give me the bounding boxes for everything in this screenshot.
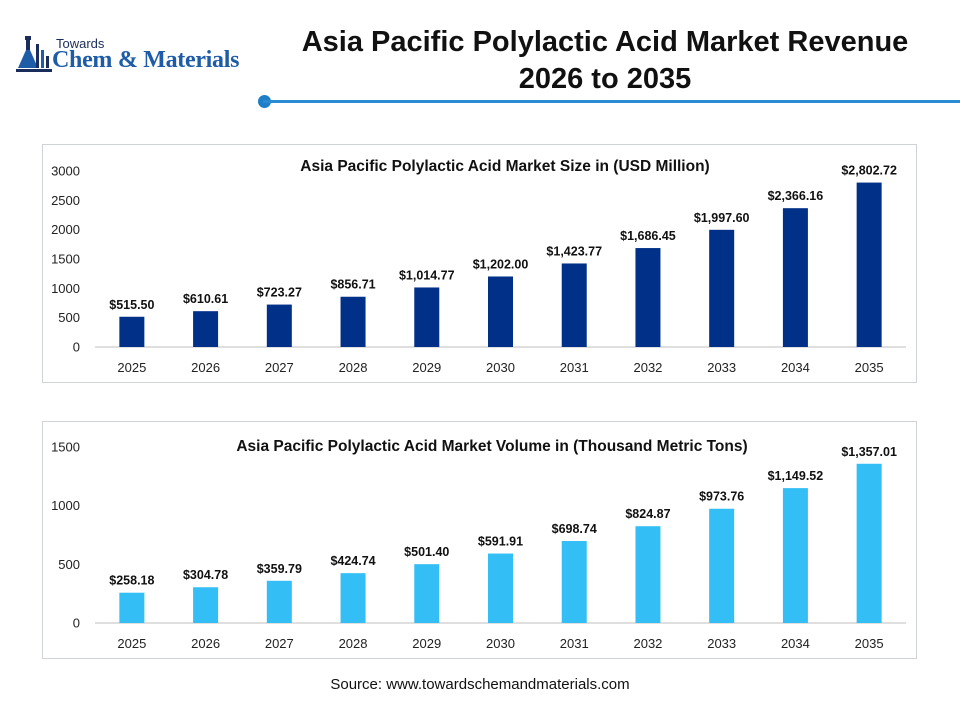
flask-icon [16,36,52,72]
market-size-chart-svg: Asia Pacific Polylactic Acid Market Size… [51,158,906,375]
bar-2026 [193,311,219,347]
x-tick-label-2029: 2029 [412,360,441,375]
source-note: Source: www.towardschemandmaterials.com [330,676,630,693]
data-label-2034: $1,149.52 [768,469,824,483]
y-tick-label: 2000 [51,222,80,237]
bar-2032 [635,526,661,623]
data-label-2030: $1,202.00 [473,257,529,271]
market-volume-chart-svg: Asia Pacific Polylactic Acid Market Volu… [51,438,906,651]
page-title-line-1: Asia Pacific Polylactic Acid Market Reve… [301,26,909,58]
x-tick-label-2031: 2031 [560,636,589,651]
x-tick-label-2030: 2030 [486,360,515,375]
bar-2028 [340,573,366,623]
y-tick-label: 1500 [51,440,80,455]
bar-2034 [782,208,808,347]
data-label-2027: $359.79 [257,562,302,576]
y-tick-label: 0 [73,340,80,355]
data-label-2028: $856.71 [330,278,375,292]
data-label-2033: $1,997.60 [694,211,750,225]
x-tick-label-2035: 2035 [855,636,884,651]
chart-title: Asia Pacific Polylactic Acid Market Volu… [236,438,747,455]
x-tick-label-2026: 2026 [191,636,220,651]
data-label-2027: $723.27 [257,286,302,300]
x-tick-label-2025: 2025 [117,636,146,651]
y-tick-label: 1000 [51,281,80,296]
bar-2032 [635,248,661,347]
chart-title: Asia Pacific Polylactic Acid Market Size… [300,158,709,175]
data-label-2025: $258.18 [109,574,154,588]
data-label-2029: $1,014.77 [399,268,455,282]
logo-towards-text: Towards [56,36,105,51]
x-tick-label-2032: 2032 [633,636,662,651]
bar-2033 [709,508,735,623]
data-label-2030: $591.91 [478,535,523,549]
data-label-2034: $2,366.16 [768,189,824,203]
market-volume-chart: Asia Pacific Polylactic Acid Market Volu… [42,421,917,659]
data-label-2033: $973.76 [699,490,744,504]
data-label-2031: $1,423.77 [546,244,602,258]
data-label-2035: $1,357.01 [841,445,897,459]
bar-2028 [340,296,366,347]
y-tick-label: 3000 [51,164,80,179]
page-title: Asia Pacific Polylactic Acid Market Reve… [270,24,940,98]
bar-2031 [561,541,587,623]
x-tick-label-2032: 2032 [633,360,662,375]
bar-2030 [488,553,513,623]
y-tick-label: 1000 [51,498,80,513]
data-label-2032: $824.87 [625,507,670,521]
x-tick-label-2027: 2027 [265,360,294,375]
data-label-2025: $515.50 [109,298,154,312]
x-tick-label-2028: 2028 [339,636,368,651]
data-label-2031: $698.74 [552,522,597,536]
x-tick-label-2033: 2033 [707,360,736,375]
bar-2025 [119,316,145,347]
y-tick-label: 500 [58,310,80,325]
y-tick-label: 0 [73,616,80,631]
x-tick-label-2030: 2030 [486,636,515,651]
x-tick-label-2034: 2034 [781,360,810,375]
data-label-2026: $610.61 [183,292,228,306]
bar-2030 [488,276,513,347]
x-tick-label-2025: 2025 [117,360,146,375]
data-label-2035: $2,802.72 [841,164,897,178]
x-tick-label-2028: 2028 [339,360,368,375]
bar-2033 [709,229,735,347]
y-tick-label: 2500 [51,193,80,208]
bar-2029 [414,564,440,623]
x-tick-label-2034: 2034 [781,636,810,651]
data-label-2028: $424.74 [330,554,375,568]
title-rule [263,100,960,103]
bar-2027 [266,580,292,623]
company-logo: Towards Chem & Materials [16,34,266,82]
header: Towards Chem & Materials Asia Pacific Po… [0,0,960,110]
logo-brand-text: Chem & Materials [52,47,240,73]
y-tick-label: 500 [58,557,80,572]
x-tick-label-2035: 2035 [855,360,884,375]
bar-2035 [856,182,882,347]
data-label-2032: $1,686.45 [620,229,676,243]
bar-2035 [856,463,882,623]
x-tick-label-2026: 2026 [191,360,220,375]
market-size-chart: Asia Pacific Polylactic Acid Market Size… [42,144,917,383]
bar-2034 [782,488,808,623]
x-tick-label-2029: 2029 [412,636,441,651]
page-title-line-2: 2026 to 2035 [518,63,692,95]
data-label-2026: $304.78 [183,568,228,582]
data-label-2029: $501.40 [404,545,449,559]
x-tick-label-2031: 2031 [560,360,589,375]
x-tick-label-2027: 2027 [265,636,294,651]
bar-2027 [266,304,292,347]
x-tick-label-2033: 2033 [707,636,736,651]
y-tick-label: 1500 [51,252,80,267]
bar-2029 [414,287,440,347]
bar-2026 [193,587,219,623]
bar-2031 [561,263,587,347]
bar-2025 [119,592,145,623]
